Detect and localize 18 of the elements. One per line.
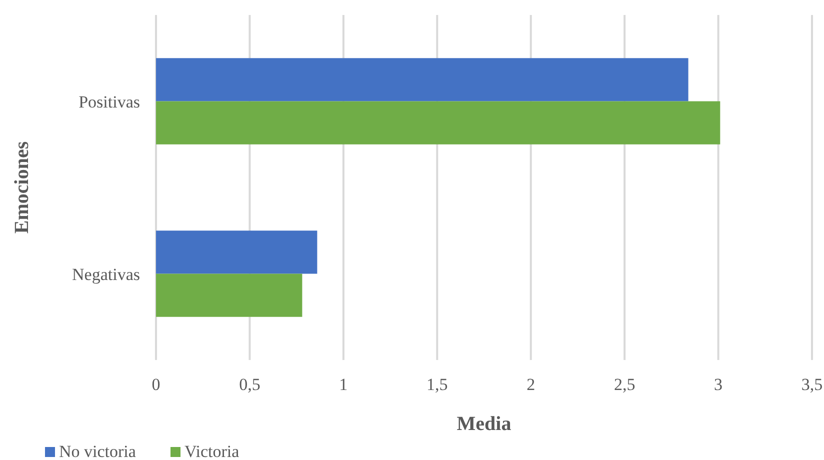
bar bbox=[156, 58, 688, 102]
bar bbox=[156, 101, 720, 144]
x-tick-label: 3,5 bbox=[801, 375, 823, 394]
x-tick-label: 0,5 bbox=[239, 375, 260, 394]
legend-label: No victoria bbox=[59, 442, 136, 460]
bar bbox=[156, 274, 302, 317]
bar bbox=[156, 230, 318, 274]
x-tick-label: 0 bbox=[152, 375, 160, 394]
x-tick-label: 1 bbox=[339, 375, 348, 394]
y-tick-label: Negativas bbox=[72, 264, 140, 284]
x-tick-label: 2 bbox=[526, 375, 536, 394]
x-tick-label: 2,5 bbox=[614, 375, 636, 394]
y-tick-label: Positivas bbox=[78, 92, 140, 112]
y-axis-title: Emociones bbox=[11, 141, 33, 234]
x-axis-title: Media bbox=[456, 413, 512, 435]
x-tick-label: 1,5 bbox=[426, 375, 448, 394]
x-tick-label: 3 bbox=[714, 375, 723, 394]
legend-label: Victoria bbox=[184, 442, 240, 460]
